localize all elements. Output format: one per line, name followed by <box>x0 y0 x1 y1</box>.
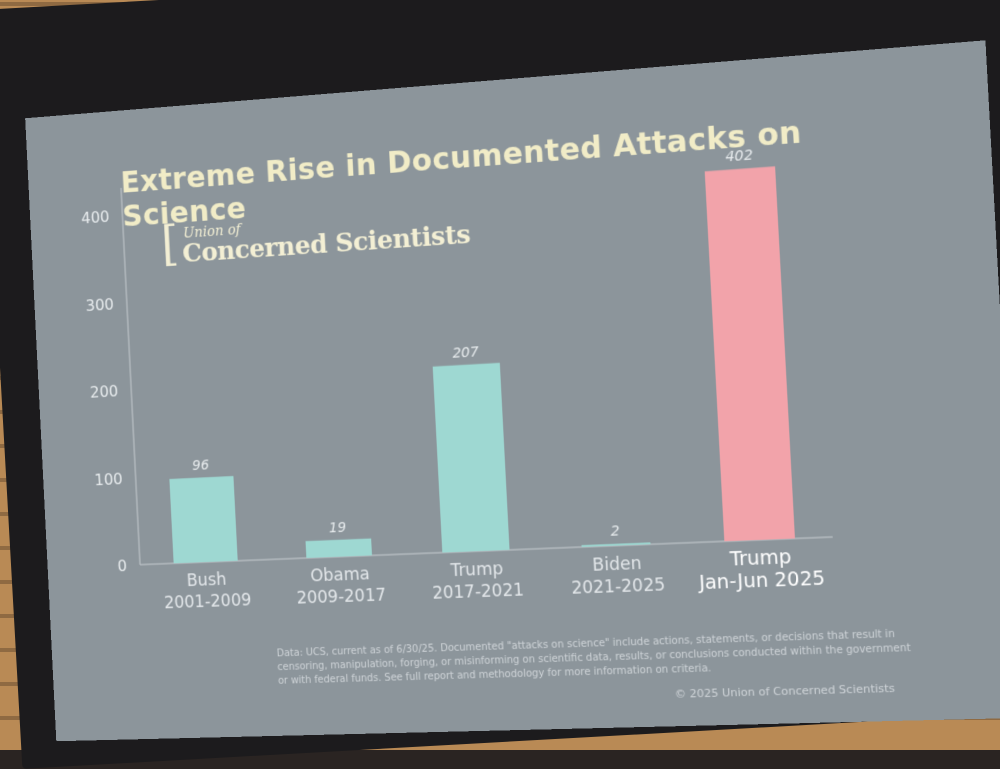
x-tick-label: Biden <box>592 553 642 575</box>
y-tick-label: 100 <box>94 470 123 489</box>
x-tick-label: Trump <box>449 559 503 580</box>
x-tick-label: 2021-2025 <box>571 575 666 598</box>
x-tick-label: Jan-Jun 2025 <box>697 568 825 595</box>
y-tick-label: 400 <box>81 208 110 228</box>
data-label: 207 <box>452 344 479 362</box>
data-label: 2 <box>610 523 620 540</box>
y-tick-label: 0 <box>117 557 127 575</box>
x-tick-label: 2001-2009 <box>164 590 252 612</box>
x-tick-label: Trump <box>728 546 792 570</box>
bar <box>705 166 795 541</box>
presentation-slide: Extreme Rise in Documented Attacks on Sc… <box>25 40 1000 741</box>
y-axis-line <box>121 188 140 565</box>
bar <box>169 476 237 563</box>
y-tick-label: 200 <box>90 382 119 401</box>
data-label: 19 <box>329 519 347 536</box>
data-label: 96 <box>192 457 210 474</box>
data-label: 402 <box>725 147 754 166</box>
x-tick-label: 2009-2017 <box>296 585 386 607</box>
bar <box>433 363 510 553</box>
x-tick-label: Obama <box>310 564 370 585</box>
x-tick-label: Bush <box>186 570 227 590</box>
y-tick-label: 300 <box>85 295 114 315</box>
bar <box>306 538 372 558</box>
x-tick-label: 2017-2021 <box>432 580 525 603</box>
